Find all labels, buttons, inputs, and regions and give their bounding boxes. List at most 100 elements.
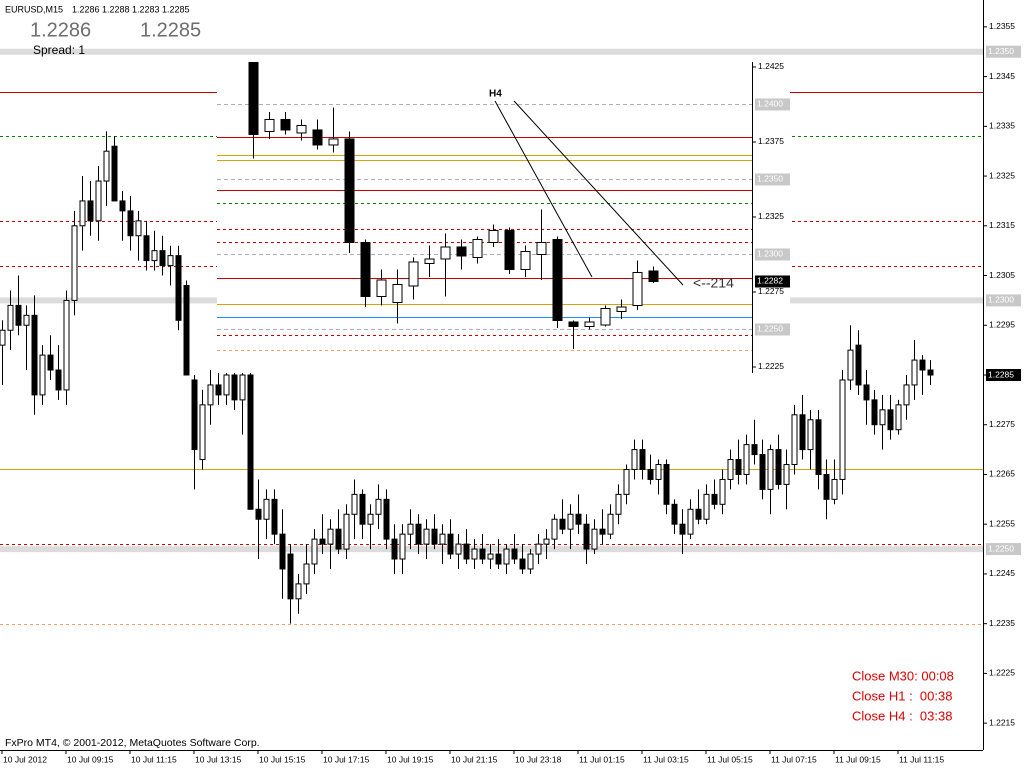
candle-body [504, 229, 515, 270]
candle-body [568, 321, 579, 327]
candle-body [927, 369, 934, 376]
round-level-label: 1.2250 [988, 543, 1014, 553]
candle-body [191, 379, 198, 451]
candle-body [407, 523, 414, 535]
x-tick-label: 10 Jul 19:15 [387, 754, 434, 764]
chart-title: H4 [489, 89, 502, 100]
candle-body [280, 118, 291, 131]
x-tick-label: 10 Jul 09:15 [67, 754, 114, 764]
candle-body [871, 399, 878, 426]
candle-body [248, 62, 259, 135]
candle-body [319, 538, 326, 545]
candle-body [247, 374, 254, 510]
ohlc-low: 1.2283 [132, 4, 160, 14]
trend-line [513, 100, 684, 286]
candle-body [543, 538, 550, 545]
candle-body [447, 533, 454, 555]
candle-body [423, 528, 430, 545]
candle-body [408, 261, 419, 287]
candle-body [199, 404, 206, 461]
y-tick-label: 1.2425 [758, 61, 784, 71]
candle-body [392, 283, 403, 303]
round-level-label: 1.2350 [988, 46, 1014, 56]
candle-body [599, 528, 606, 535]
candle-body [95, 180, 102, 222]
annotation: <--214 [693, 275, 734, 291]
candle-body [328, 138, 339, 146]
candle-body [495, 553, 502, 565]
round-level-box [986, 45, 1021, 58]
candle-body [239, 374, 246, 401]
candle-body [903, 384, 910, 406]
candle-body [415, 523, 422, 545]
candle-body [279, 533, 286, 570]
candle-body [271, 498, 278, 535]
y-tick-label: 1.2225 [989, 668, 1015, 678]
candle-body [103, 150, 110, 182]
candle-body [823, 473, 830, 500]
candle-body [359, 493, 366, 525]
candle-body [511, 548, 518, 560]
candle-body [855, 344, 862, 386]
candle-body [536, 241, 547, 255]
y-tick-label: 1.2215 [989, 717, 1015, 727]
x-tick-label: 11 Jul 09:15 [835, 754, 881, 764]
candle-body [687, 508, 694, 535]
candle-body [376, 279, 387, 297]
y-tick-label: 1.2335 [989, 121, 1015, 131]
candle-body [527, 553, 534, 570]
round-level-label: 1.2400 [757, 99, 783, 109]
candle-body [711, 493, 718, 505]
candle-body [47, 354, 54, 371]
candle-body [791, 414, 798, 466]
timer: Close M30: 00:08 [852, 668, 954, 683]
x-tick-label: 10 Jul 17:15 [323, 754, 370, 764]
candle-body [616, 306, 627, 312]
candle-body [671, 503, 678, 525]
y-tick-label: 1.2345 [989, 71, 1015, 81]
candle-body [831, 478, 838, 500]
candle-body [183, 284, 190, 376]
candle-body [863, 384, 870, 401]
candle-body [360, 241, 371, 297]
last-price-label: 1.2285 [988, 369, 1014, 379]
round-level-label: 1.2300 [988, 295, 1014, 305]
round-level-box [986, 543, 1021, 556]
candle-body [679, 523, 686, 535]
candle-body [343, 513, 350, 550]
bid-price: 1.2286 [30, 19, 91, 41]
candle-body [775, 449, 782, 485]
last-price-label: 1.2282 [757, 276, 783, 286]
x-tick-label: 11 Jul 03:15 [643, 754, 689, 764]
candle-body [552, 238, 563, 321]
y-tick-label: 1.2375 [758, 136, 784, 146]
candle-body [727, 459, 734, 480]
candle-body [175, 255, 182, 321]
candle-body [375, 498, 382, 515]
candle-body [463, 543, 470, 560]
trend-line [494, 100, 593, 278]
round-level-box [755, 323, 790, 336]
candle-body [735, 459, 742, 475]
x-tick-label: 11 Jul 01:15 [579, 754, 625, 764]
candle-body [231, 374, 238, 401]
round-level-box [755, 248, 790, 261]
candle-body [911, 359, 918, 386]
candle-body [255, 508, 262, 520]
y-tick-label: 1.2325 [989, 170, 1015, 180]
candle-body [264, 118, 275, 132]
candle-body [312, 129, 323, 146]
candle-body [223, 374, 230, 396]
candle-body [303, 563, 310, 585]
candle-body [31, 314, 38, 396]
timer: Close H1 : 00:38 [852, 688, 952, 703]
y-tick-label: 1.2225 [758, 361, 784, 371]
copyright: FxPro MT4, © 2001-2012, MetaQuotes Softw… [5, 737, 260, 749]
candle-body [327, 528, 334, 545]
candle-body [767, 449, 774, 490]
candle-body [639, 449, 646, 470]
candle-body [215, 384, 222, 396]
candle-body [7, 304, 14, 331]
x-tick-label: 10 Jul 15:15 [259, 754, 306, 764]
candle-body [127, 210, 134, 237]
